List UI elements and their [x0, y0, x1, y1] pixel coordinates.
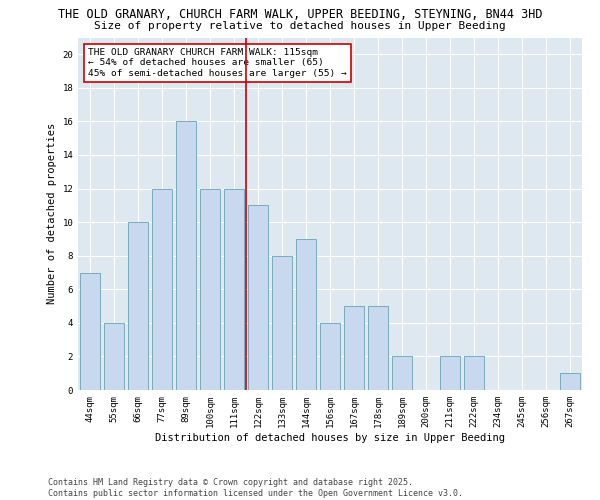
Bar [224, 188, 244, 390]
Bar [560, 373, 580, 390]
Text: Size of property relative to detached houses in Upper Beeding: Size of property relative to detached ho… [94, 21, 506, 31]
Bar [200, 188, 220, 390]
Text: THE OLD GRANARY, CHURCH FARM WALK, UPPER BEEDING, STEYNING, BN44 3HD: THE OLD GRANARY, CHURCH FARM WALK, UPPER… [58, 8, 542, 20]
Bar [344, 306, 364, 390]
Bar [320, 323, 340, 390]
Bar [80, 272, 100, 390]
Bar [440, 356, 460, 390]
Text: THE OLD GRANARY CHURCH FARM WALK: 115sqm
← 54% of detached houses are smaller (6: THE OLD GRANARY CHURCH FARM WALK: 115sqm… [88, 48, 347, 78]
Bar [128, 222, 148, 390]
Bar [248, 206, 268, 390]
Text: Contains HM Land Registry data © Crown copyright and database right 2025.
Contai: Contains HM Land Registry data © Crown c… [48, 478, 463, 498]
Bar [176, 122, 196, 390]
Bar [296, 239, 316, 390]
Y-axis label: Number of detached properties: Number of detached properties [47, 123, 57, 304]
X-axis label: Distribution of detached houses by size in Upper Beeding: Distribution of detached houses by size … [155, 432, 505, 442]
Bar [464, 356, 484, 390]
Bar [272, 256, 292, 390]
Bar [368, 306, 388, 390]
Bar [392, 356, 412, 390]
Bar [152, 188, 172, 390]
Bar [104, 323, 124, 390]
